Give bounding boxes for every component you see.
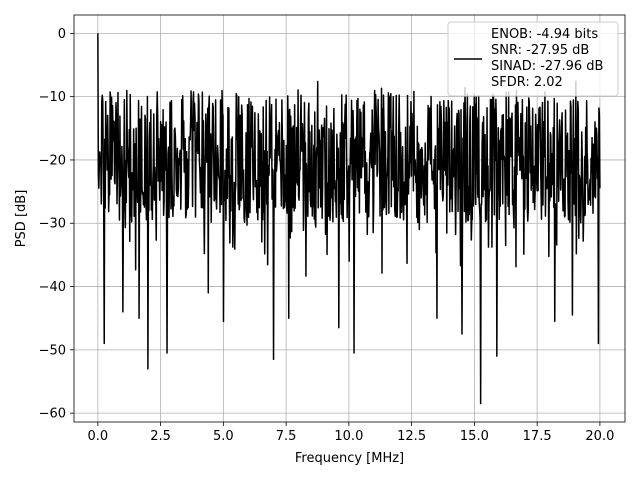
legend-entry-sfdr: SFDR: 2.02 — [491, 75, 563, 90]
y-axis-ticks: 0 −10 −20 −30 −40 −50 −60 — [39, 27, 74, 422]
x-tick-label: 7.5 — [276, 429, 297, 444]
x-axis-ticks: 0.0 2.5 5.0 7.5 10.0 12.5 15.0 17.5 20.0 — [88, 422, 614, 444]
x-tick-label: 15.0 — [460, 429, 489, 444]
legend: ENOB: -4.94 bits SNR: -27.95 dB SINAD: -… — [447, 21, 619, 97]
y-tick-label: −50 — [39, 343, 66, 358]
plot-area — [97, 33, 601, 405]
y-tick-label: 0 — [58, 27, 66, 42]
legend-entry-sinad: SINAD: -27.96 dB — [491, 59, 603, 74]
x-tick-label: 2.5 — [150, 429, 171, 444]
x-tick-label: 17.5 — [523, 429, 552, 444]
legend-entry-enob: ENOB: -4.94 bits — [491, 27, 598, 42]
y-tick-label: −40 — [39, 280, 66, 295]
x-tick-label: 20.0 — [585, 429, 614, 444]
x-tick-label: 5.0 — [213, 429, 234, 444]
legend-box — [447, 21, 619, 97]
x-tick-label: 12.5 — [397, 429, 426, 444]
y-tick-label: −60 — [39, 407, 66, 422]
x-tick-label: 10.0 — [334, 429, 363, 444]
x-tick-label: 0.0 — [88, 429, 109, 444]
y-tick-label: −30 — [39, 217, 66, 232]
y-tick-label: −20 — [39, 153, 66, 168]
psd-series-line — [97, 33, 601, 405]
y-axis-label: PSD [dB] — [14, 190, 29, 248]
y-tick-label: −10 — [39, 90, 66, 105]
axes-frame — [73, 14, 626, 423]
x-axis-label: Frequency [MHz] — [295, 451, 404, 466]
legend-entry-snr: SNR: -27.95 dB — [491, 43, 589, 58]
